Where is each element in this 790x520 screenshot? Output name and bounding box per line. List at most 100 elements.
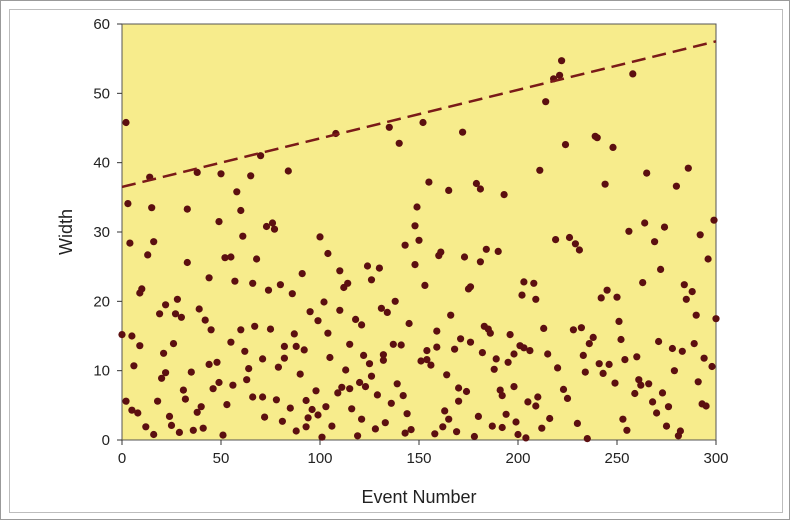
data-point xyxy=(261,413,269,421)
data-point xyxy=(298,270,306,278)
data-point xyxy=(443,371,451,379)
data-point xyxy=(197,403,205,411)
data-point xyxy=(662,422,671,430)
data-point xyxy=(280,342,288,350)
data-point xyxy=(169,340,178,348)
data-point xyxy=(411,222,419,230)
data-point xyxy=(266,325,275,333)
data-point xyxy=(253,255,261,263)
data-point xyxy=(154,397,162,405)
data-point xyxy=(688,288,696,296)
data-point xyxy=(419,118,427,127)
data-point xyxy=(651,238,659,246)
data-point xyxy=(702,402,710,410)
data-point xyxy=(623,426,631,434)
data-point xyxy=(367,276,376,284)
data-point xyxy=(292,342,300,350)
data-point xyxy=(207,326,215,334)
data-point xyxy=(609,143,617,151)
data-point xyxy=(692,311,700,319)
data-point xyxy=(629,70,637,78)
data-point xyxy=(466,338,475,346)
data-point xyxy=(682,295,690,303)
data-point xyxy=(589,333,597,341)
data-point xyxy=(175,428,183,436)
data-point xyxy=(569,326,578,334)
data-point xyxy=(346,385,354,393)
x-tick-label: 250 xyxy=(604,450,629,467)
axes: 0 50 100 150 200 250 300 0 10 20 30 40 50 60 xyxy=(93,16,728,467)
data-point xyxy=(482,245,490,253)
data-point xyxy=(653,409,661,417)
y-axis-title: Width xyxy=(56,209,76,255)
data-point xyxy=(249,393,257,401)
data-point xyxy=(231,277,239,285)
data-point xyxy=(249,279,257,287)
data-point xyxy=(336,306,344,314)
data-point xyxy=(237,326,245,334)
data-point xyxy=(264,286,273,294)
data-point xyxy=(193,408,201,416)
data-point xyxy=(645,380,653,388)
data-point xyxy=(413,203,421,211)
data-point xyxy=(215,378,223,387)
data-point xyxy=(227,253,235,261)
data-point xyxy=(128,406,136,414)
data-point xyxy=(193,168,201,176)
data-point xyxy=(373,391,381,399)
data-point xyxy=(593,134,601,142)
data-point xyxy=(391,297,399,305)
data-point xyxy=(177,313,185,321)
data-point xyxy=(421,281,429,289)
data-point xyxy=(201,316,209,324)
data-point xyxy=(156,310,164,318)
data-point xyxy=(641,219,649,227)
data-point xyxy=(460,253,469,261)
data-point xyxy=(167,421,176,429)
y-tick-label: 0 xyxy=(102,432,110,449)
data-point xyxy=(532,402,540,410)
data-point xyxy=(466,283,475,291)
data-point xyxy=(158,374,166,382)
data-point xyxy=(312,387,320,395)
data-point xyxy=(195,305,203,313)
data-point xyxy=(314,317,322,325)
data-point xyxy=(530,279,538,287)
data-points xyxy=(118,57,720,443)
data-point xyxy=(365,360,374,368)
data-point xyxy=(251,322,259,330)
data-point xyxy=(407,426,415,434)
data-point xyxy=(361,383,370,391)
data-point xyxy=(613,293,621,301)
data-point xyxy=(585,340,593,348)
data-point xyxy=(367,372,376,380)
data-point xyxy=(290,330,298,338)
x-axis-title: Event Number xyxy=(361,487,476,507)
x-tick-label: 300 xyxy=(703,450,728,467)
data-point xyxy=(441,407,449,415)
data-point xyxy=(684,164,692,172)
data-point xyxy=(575,246,584,254)
data-point xyxy=(455,397,463,405)
data-point xyxy=(199,424,207,432)
data-point xyxy=(328,422,336,430)
data-point xyxy=(617,335,625,344)
data-point xyxy=(639,279,647,287)
data-point xyxy=(338,383,346,391)
data-point xyxy=(534,393,542,401)
y-tick-label: 10 xyxy=(93,363,110,380)
data-point xyxy=(395,139,403,147)
data-point xyxy=(518,291,526,299)
data-point xyxy=(122,118,130,127)
data-point xyxy=(397,341,405,349)
data-point xyxy=(171,310,180,318)
data-point xyxy=(371,425,379,433)
data-point xyxy=(284,167,292,175)
data-point xyxy=(274,363,282,371)
data-point xyxy=(554,364,562,372)
data-point xyxy=(597,294,605,302)
data-point xyxy=(431,430,439,438)
data-point xyxy=(581,368,589,376)
data-point xyxy=(280,354,288,362)
data-point xyxy=(270,225,279,233)
